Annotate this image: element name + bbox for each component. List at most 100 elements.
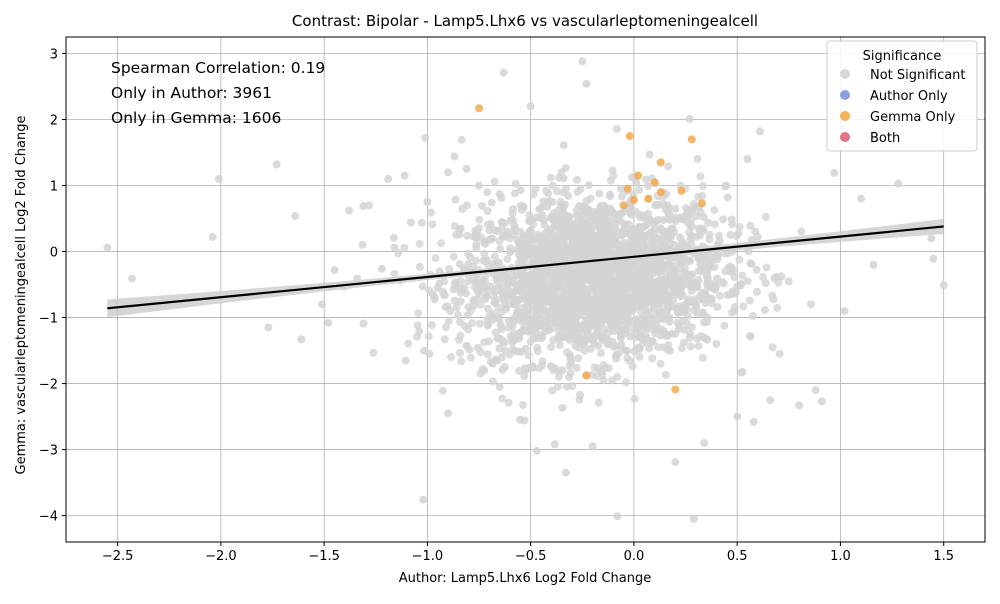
point-not-significant — [353, 274, 362, 283]
point-not-significant — [680, 325, 689, 334]
point-not-significant — [582, 238, 591, 247]
point-not-significant — [359, 201, 368, 210]
point-not-significant — [480, 366, 489, 375]
point-not-significant — [444, 317, 453, 326]
point-not-significant — [561, 200, 570, 209]
point-not-significant — [344, 206, 353, 215]
point-not-significant — [671, 217, 680, 226]
point-not-significant — [616, 313, 625, 322]
point-gemma-only — [687, 135, 696, 144]
point-not-significant — [500, 232, 509, 241]
point-not-significant — [516, 186, 525, 195]
x-tick-label: −0.5 — [515, 549, 547, 564]
point-not-significant — [635, 185, 644, 194]
point-not-significant — [553, 313, 562, 322]
point-not-significant — [637, 319, 646, 328]
point-not-significant — [488, 286, 497, 295]
point-not-significant — [573, 288, 582, 297]
point-not-significant — [499, 293, 508, 302]
point-not-significant — [581, 334, 590, 343]
point-not-significant — [586, 194, 595, 203]
point-not-significant — [567, 358, 576, 367]
point-not-significant — [605, 273, 614, 282]
point-not-significant — [692, 303, 701, 312]
point-not-significant — [476, 300, 485, 309]
point-not-significant — [617, 192, 626, 201]
point-not-significant — [700, 289, 709, 298]
point-not-significant — [744, 247, 753, 256]
point-not-significant — [699, 333, 708, 342]
point-not-significant — [617, 334, 626, 343]
point-not-significant — [559, 174, 568, 183]
point-not-significant — [663, 345, 672, 354]
point-not-significant — [575, 395, 584, 404]
point-not-significant — [635, 352, 644, 361]
point-not-significant — [698, 309, 707, 318]
point-not-significant — [562, 241, 571, 250]
annotation-author-only: Only in Author: 3961 — [111, 84, 272, 102]
point-not-significant — [653, 268, 662, 277]
point-not-significant — [743, 155, 752, 164]
point-not-significant — [480, 237, 489, 246]
point-not-significant — [547, 343, 556, 352]
point-not-significant — [550, 440, 559, 449]
point-not-significant — [635, 332, 644, 341]
point-not-significant — [719, 279, 728, 288]
point-not-significant — [490, 252, 499, 261]
point-not-significant — [705, 235, 714, 244]
point-not-significant — [747, 235, 756, 244]
legend-marker — [840, 111, 850, 121]
point-not-significant — [468, 319, 477, 328]
point-not-significant — [723, 193, 732, 202]
point-not-significant — [557, 220, 566, 229]
point-not-significant — [608, 166, 617, 175]
point-not-significant — [645, 216, 654, 225]
point-not-significant — [264, 323, 273, 332]
point-not-significant — [613, 277, 622, 286]
point-not-significant — [582, 79, 591, 88]
point-not-significant — [659, 216, 668, 225]
point-not-significant — [444, 409, 453, 418]
point-not-significant — [616, 184, 625, 193]
point-not-significant — [939, 281, 948, 290]
chart-title: Contrast: Bipolar - Lamp5.Lhx6 vs vascul… — [292, 12, 758, 30]
point-not-significant — [400, 171, 409, 180]
point-not-significant — [617, 292, 626, 301]
point-not-significant — [437, 239, 446, 248]
annotation-gemma-only: Only in Gemma: 1606 — [111, 109, 281, 127]
point-not-significant — [598, 336, 607, 345]
x-tick-label: −2.0 — [205, 549, 237, 564]
point-not-significant — [642, 256, 651, 265]
point-not-significant — [421, 134, 430, 142]
x-tick-label: −1.0 — [412, 549, 444, 564]
point-not-significant — [569, 295, 578, 304]
point-not-significant — [566, 369, 575, 378]
point-not-significant — [464, 325, 473, 334]
point-not-significant — [660, 200, 669, 209]
point-not-significant — [729, 267, 738, 276]
point-not-significant — [438, 287, 447, 296]
point-not-significant — [431, 254, 440, 263]
point-not-significant — [669, 274, 678, 283]
point-not-significant — [537, 244, 546, 253]
point-not-significant — [583, 290, 592, 299]
point-not-significant — [623, 271, 632, 280]
point-not-significant — [642, 283, 651, 292]
point-not-significant — [774, 278, 783, 287]
point-gemma-only — [623, 184, 632, 193]
point-not-significant — [613, 512, 622, 521]
point-gemma-only — [629, 196, 638, 205]
point-not-significant — [710, 220, 719, 229]
point-not-significant — [634, 344, 643, 353]
point-not-significant — [704, 218, 713, 227]
point-not-significant — [637, 301, 646, 310]
point-not-significant — [672, 288, 681, 297]
point-not-significant — [671, 204, 680, 213]
point-not-significant — [606, 206, 615, 215]
point-not-significant — [495, 344, 504, 353]
point-not-significant — [548, 386, 557, 395]
point-not-significant — [524, 297, 533, 306]
point-not-significant — [657, 302, 666, 311]
point-not-significant — [415, 262, 424, 271]
point-not-significant — [738, 368, 747, 377]
